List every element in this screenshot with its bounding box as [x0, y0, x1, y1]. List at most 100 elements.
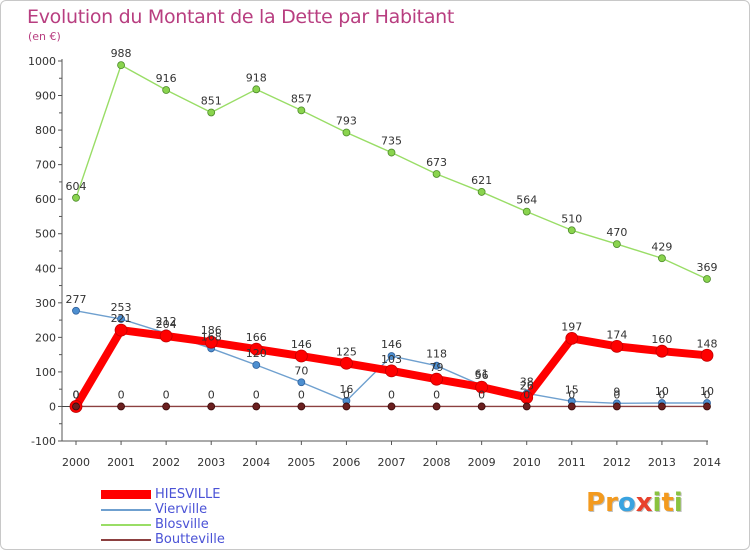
data-label-blosville: 857 [291, 92, 312, 105]
data-point-blosville [703, 275, 711, 283]
data-label-vierville: 146 [381, 338, 402, 351]
data-label-blosville: 673 [426, 156, 447, 169]
y-tick-label: 600 [35, 193, 56, 206]
data-point-hiesville [475, 380, 489, 394]
data-label-blosville: 793 [336, 115, 357, 128]
data-point-blosville [567, 226, 576, 235]
data-point-boutteville [387, 402, 396, 411]
x-tick-label: 2014 [693, 456, 721, 469]
chart-title: Evolution du Montant de la Dette par Hab… [27, 6, 455, 28]
data-point-hiesville [430, 372, 443, 386]
data-label-blosville: 510 [561, 212, 582, 225]
data-label-hiesville: 197 [561, 320, 582, 333]
data-label-vierville: 15 [565, 383, 579, 396]
series-points [69, 61, 714, 413]
data-label-vierville: 277 [66, 293, 87, 306]
data-point-hiesville [700, 348, 714, 362]
data-label-hiesville: 174 [606, 328, 627, 341]
data-label-vierville: 118 [426, 348, 447, 361]
data-label-vierville: 253 [111, 301, 132, 314]
legend-label-vierville: Vierville [155, 502, 208, 517]
y-tick-label: 900 [35, 90, 56, 103]
legend-swatch-blosville [101, 524, 151, 526]
data-point-blosville [342, 128, 351, 137]
y-tick-label: 400 [35, 262, 56, 275]
y-tick-label: 700 [35, 159, 56, 172]
legend-swatch-boutteville [101, 539, 151, 541]
data-point-boutteville [72, 402, 80, 411]
data-point-blosville [432, 170, 441, 178]
legend-item-vierville: Vierville [101, 502, 321, 517]
data-label-blosville: 604 [66, 180, 87, 193]
data-point-hiesville [159, 329, 173, 343]
data-label-hiesville: 204 [156, 318, 177, 331]
data-label-boutteville: 0 [253, 388, 260, 401]
data-label-blosville: 369 [697, 261, 718, 274]
data-point-blosville [387, 148, 396, 157]
x-tick-label: 2013 [648, 456, 676, 469]
data-label-vierville: 120 [246, 347, 267, 360]
x-tick-label: 2009 [468, 456, 496, 469]
x-tick-label: 2001 [107, 456, 135, 469]
x-tick-label: 2008 [423, 456, 451, 469]
legend-item-hiesville: HIESVILLE [101, 487, 321, 502]
data-label-blosville: 988 [111, 47, 132, 60]
y-tick-label: 200 [35, 331, 56, 344]
logo-letter: o [617, 488, 636, 518]
data-point-vierville [297, 378, 306, 387]
data-label-hiesville: 221 [111, 312, 132, 325]
data-label-hiesville: 56 [475, 369, 489, 382]
data-label-boutteville: 0 [613, 388, 620, 401]
data-point-blosville [658, 254, 666, 263]
data-point-boutteville [432, 402, 441, 411]
x-tick-label: 2004 [242, 456, 270, 469]
data-point-blosville [117, 61, 125, 70]
data-point-hiesville [114, 323, 128, 337]
legend-item-blosville: Blosville [101, 517, 321, 532]
x-tick-label: 2005 [287, 456, 315, 469]
logo-letter: x [635, 488, 653, 518]
data-point-vierville [252, 361, 261, 369]
legend-label-blosville: Blosville [155, 517, 209, 532]
data-label-hiesville: 0 [73, 388, 80, 401]
data-label-boutteville: 0 [343, 388, 350, 401]
data-point-boutteville [522, 402, 531, 411]
data-point-vierville [72, 306, 80, 315]
data-label-hiesville: 166 [246, 331, 267, 344]
legend-swatch-hiesville [101, 490, 151, 499]
legend-label-hiesville: HIESVILLE [155, 487, 221, 502]
data-label-boutteville: 0 [163, 388, 170, 401]
data-label-boutteville: 0 [388, 388, 395, 401]
data-point-boutteville [567, 402, 576, 411]
x-tick-label: 2012 [603, 456, 631, 469]
data-label-vierville: 10 [655, 385, 669, 398]
data-point-vierville [432, 361, 441, 370]
data-label-blosville: 470 [606, 226, 627, 239]
data-point-blosville [72, 193, 80, 202]
data-label-vierville: 212 [156, 315, 177, 328]
data-label-blosville: 918 [246, 71, 267, 84]
data-point-blosville [522, 207, 531, 216]
logo-letter: t [661, 488, 674, 518]
data-label-hiesville: 146 [291, 338, 312, 351]
data-label-blosville: 621 [471, 174, 492, 187]
data-label-blosville: 429 [651, 240, 672, 253]
chart-unit-label: (en €) [28, 30, 61, 43]
proxiti-logo: Proxiti [586, 488, 683, 518]
data-point-vierville [387, 352, 396, 360]
data-point-hiesville [610, 339, 624, 353]
logo-letter: r [605, 488, 618, 518]
data-point-blosville [297, 106, 306, 115]
data-point-hiesville [249, 342, 263, 356]
data-label-blosville: 564 [516, 194, 537, 207]
data-label-boutteville: 0 [478, 388, 485, 401]
data-label-hiesville: 148 [697, 337, 718, 350]
data-point-hiesville [204, 335, 218, 349]
x-tick-label: 2000 [62, 456, 90, 469]
logo-letter: P [586, 488, 606, 518]
data-label-boutteville: 0 [208, 388, 215, 401]
data-point-hiesville [294, 349, 308, 363]
data-point-boutteville [162, 402, 171, 411]
